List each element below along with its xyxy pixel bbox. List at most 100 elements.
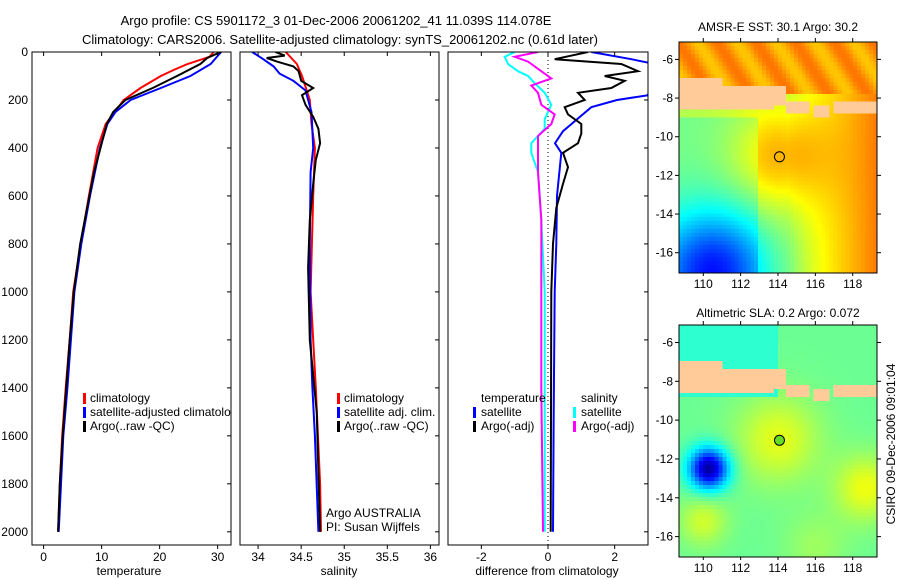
lat-tick-label: -10	[656, 413, 674, 427]
lat-tick-label: -12	[656, 168, 674, 182]
y-tick-label: 1000	[1, 285, 28, 299]
legend-swatch-sal-satellite	[573, 407, 576, 418]
salinity-panel: 34 34.5 35 35.5 36	[239, 51, 440, 564]
title-line-1: Argo profile: CS 5901172_3 01-Dec-2006 2…	[121, 13, 552, 28]
lon-tick-label: 118	[843, 561, 862, 575]
x-tick-label: 2	[611, 550, 618, 564]
argo-location-marker	[773, 434, 785, 446]
lat-tick-label: -16	[656, 246, 674, 260]
legend-label: Argo(..raw -QC)	[90, 419, 175, 433]
y-tick-label: 400	[8, 141, 28, 155]
lat-tick-label: -14	[656, 207, 674, 221]
sla-map-title: Altimetric SLA: 0.2 Argo: 0.072	[696, 306, 860, 320]
legend-label: climatology	[90, 391, 150, 405]
x-tick-label: 35.5	[376, 550, 400, 564]
lon-tick-label: 110	[694, 561, 713, 575]
legend-label: Argo(..raw -QC)	[344, 419, 429, 433]
y-tick-label: 1200	[1, 333, 28, 347]
lon-tick-label: 114	[768, 561, 787, 575]
temperature-legend: climatology satellite-adjusted climatolo…	[83, 391, 243, 433]
sst-map-title: AMSR-E SST: 30.1 Argo: 30.2	[698, 20, 858, 34]
difference-panel: -2 0 2	[447, 51, 649, 564]
legend-label: satellite adj. clim.	[344, 405, 435, 419]
legend-label: satellite	[481, 405, 522, 419]
y-tick-label: 2000	[1, 525, 28, 539]
lon-tick-label: 116	[806, 277, 825, 291]
csiro-credit: CSIRO 09-Dec-2006 09:01:04	[884, 363, 898, 524]
legend-label: satellite	[581, 405, 622, 419]
legend-label: Argo(-adj)	[481, 419, 534, 433]
map-frame	[678, 41, 878, 274]
y-tick-label: 0	[21, 45, 28, 59]
legend-swatch-temp-argo	[473, 421, 476, 432]
sst-map-image	[679, 42, 877, 273]
series-line-climatology	[57, 52, 215, 532]
x-tick-label: 0	[40, 550, 47, 564]
legend-title-temperature: temperature	[481, 391, 546, 405]
legend-label: climatology	[344, 391, 404, 405]
difference-axis-label: difference from climatology	[475, 564, 618, 578]
series-line-satellite-adj-clim-	[251, 52, 320, 532]
y-tick-label: 1600	[1, 429, 28, 443]
lon-tick-label: 110	[694, 277, 713, 291]
legend-label: Argo(-adj)	[581, 419, 634, 433]
y-tick-label: 1400	[1, 381, 28, 395]
legend-swatch-satellite	[83, 407, 86, 418]
series-line-argo-raw-qc-	[57, 52, 222, 532]
y-tick-label: 600	[8, 189, 28, 203]
difference-legend: temperature salinity satellite Argo(-adj…	[473, 391, 634, 433]
series-line-temperature-argo-adj-	[549, 52, 642, 532]
legend-swatch-argo	[83, 421, 86, 432]
legend-swatch-temp-satellite	[473, 407, 476, 418]
y-tick-label: 800	[8, 237, 28, 251]
lon-tick-label: 112	[731, 561, 750, 575]
series-line-salinity-satellite	[503, 52, 553, 532]
x-tick-label: 34.5	[289, 550, 313, 564]
x-tick-label: 30	[211, 550, 225, 564]
x-tick-label: 20	[153, 550, 167, 564]
legend-swatch-argo	[337, 421, 340, 432]
salinity-axis-label: salinity	[321, 564, 358, 578]
temperature-axis-label: temperature	[97, 564, 162, 578]
legend-swatch-climatology	[83, 393, 86, 404]
sst-map: 110 112 114 116 118 -6 -8 -10 -12 -14 -16	[656, 38, 881, 291]
series-group	[503, 52, 648, 532]
panel-frame	[239, 51, 440, 546]
lat-tick-label: -6	[662, 52, 673, 66]
series-group	[251, 52, 322, 532]
title-line-2: Climatology: CARS2006. Satellite-adjuste…	[82, 32, 598, 47]
argo-annotation: Argo AUSTRALIA	[326, 506, 421, 520]
salinity-legend: climatology satellite adj. clim. Argo(..…	[326, 391, 435, 534]
lat-tick-label: -8	[662, 91, 673, 105]
x-tick-label: 35	[338, 550, 352, 564]
legend-swatch-satellite	[337, 407, 340, 418]
x-tick-label: 36	[424, 550, 438, 564]
lat-tick-label: -8	[662, 374, 673, 388]
lat-tick-label: -16	[656, 530, 674, 544]
lon-tick-label: 118	[843, 277, 862, 291]
lat-tick-label: -6	[662, 335, 673, 349]
lon-tick-label: 114	[768, 277, 787, 291]
series-line-satellite-adjusted-climatology	[57, 52, 222, 532]
y-tick-label: 200	[8, 93, 28, 107]
legend-label: satellite-adjusted climatology	[90, 405, 243, 419]
x-tick-label: 0	[545, 550, 552, 564]
series-group	[57, 52, 222, 532]
series-line-argo-raw-qc-	[266, 52, 322, 532]
series-line-temperature-satellite	[552, 52, 648, 532]
argo-location-marker	[773, 151, 785, 163]
lat-tick-label: -14	[656, 491, 674, 505]
lat-tick-label: -10	[656, 130, 674, 144]
legend-swatch-climatology	[337, 393, 340, 404]
pi-annotation: PI: Susan Wijffels	[326, 520, 420, 534]
x-tick-label: -2	[476, 550, 487, 564]
x-tick-label: 10	[95, 550, 109, 564]
y-tick-label: 1800	[1, 477, 28, 491]
x-tick-label: 34	[251, 550, 265, 564]
series-line-salinity-argo-adj-	[511, 52, 556, 532]
legend-swatch-sal-argo	[573, 421, 576, 432]
lon-tick-label: 116	[806, 561, 825, 575]
legend-title-salinity: salinity	[581, 391, 618, 405]
lon-tick-label: 112	[731, 277, 750, 291]
